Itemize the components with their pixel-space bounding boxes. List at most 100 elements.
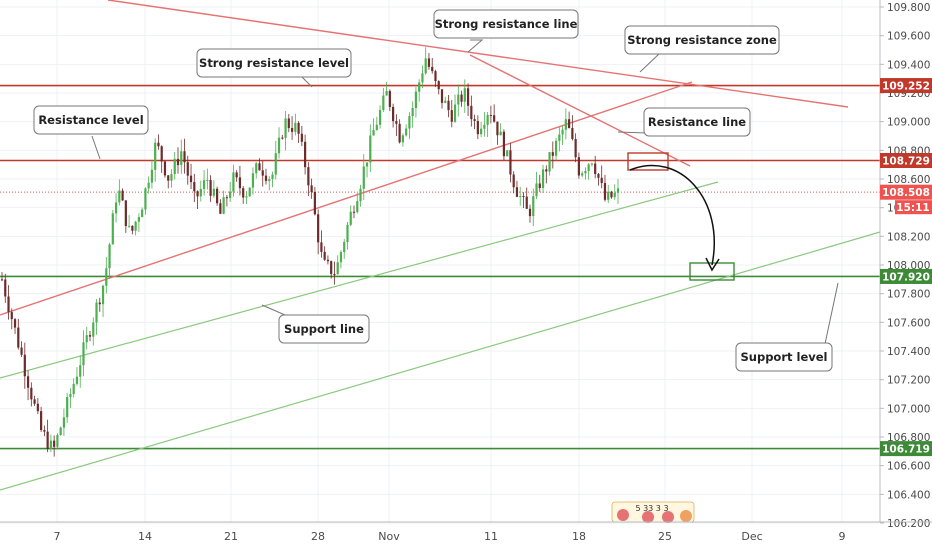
y-tick-label: 107.400 xyxy=(887,346,930,358)
candle-body xyxy=(395,121,398,124)
candle-body xyxy=(463,88,466,102)
candle-body xyxy=(118,190,121,203)
candle-body xyxy=(525,196,528,209)
candle-body xyxy=(545,169,548,172)
candle-body xyxy=(424,58,427,74)
x-tick-label: 21 xyxy=(224,530,238,543)
callout-strong-resistance-level-text: Strong resistance level xyxy=(199,56,349,70)
candle-body xyxy=(493,115,496,122)
candle-body xyxy=(535,183,538,197)
callout-strong-resistance-line[interactable]: Strong resistance line xyxy=(433,9,579,39)
candle-body xyxy=(548,152,551,172)
callout-strong-resistance-level[interactable]: Strong resistance level xyxy=(196,48,352,78)
candle-body xyxy=(392,106,395,122)
candle-body xyxy=(128,225,131,227)
candle-body xyxy=(561,129,564,135)
candle-body xyxy=(346,224,349,243)
candle-body xyxy=(405,128,408,136)
callout-resistance-line[interactable]: Resistance line xyxy=(643,107,751,137)
candle-body xyxy=(512,174,515,188)
candle-body xyxy=(40,411,43,431)
y-tick-label: 106.600 xyxy=(887,461,930,473)
candle-body xyxy=(88,335,92,337)
candle-body xyxy=(144,188,147,210)
candle-body xyxy=(607,191,610,200)
candle-body xyxy=(150,169,154,183)
candle-body xyxy=(95,302,98,323)
svg-text:109.252: 109.252 xyxy=(882,81,930,93)
candle-body xyxy=(480,128,483,135)
candle-body xyxy=(163,161,167,176)
badge-107920: 107.920 xyxy=(880,268,932,284)
candle-body xyxy=(362,166,365,189)
candle-body xyxy=(581,173,584,176)
y-tick-label: 107.800 xyxy=(887,289,930,301)
events-count-text: 5 33 3 3 xyxy=(635,504,668,513)
candle-body xyxy=(375,124,378,131)
candle-body xyxy=(251,173,255,188)
candle-body xyxy=(167,175,170,181)
candle-body xyxy=(418,82,421,92)
event-flag-icon xyxy=(662,511,674,523)
y-tick-label: 107.000 xyxy=(887,403,930,415)
badge-108729: 108.729 xyxy=(880,153,932,169)
support-trendline-upper[interactable] xyxy=(0,181,719,379)
economic-events[interactable]: 5 33 3 3 xyxy=(611,501,695,523)
event-flag-icon xyxy=(680,510,692,522)
candle-body xyxy=(440,89,444,103)
candle-body xyxy=(388,91,391,107)
x-tick-label: 25 xyxy=(658,530,672,543)
strong-resistance-trendline[interactable] xyxy=(107,0,849,108)
candle-body xyxy=(72,383,75,395)
resistance-target-box[interactable] xyxy=(627,152,669,171)
candle-body xyxy=(134,221,137,231)
candle-body xyxy=(255,163,258,174)
callout-support-line[interactable]: Support line xyxy=(278,314,370,344)
callout-resistance-level[interactable]: Resistance level xyxy=(33,105,149,135)
candle-body xyxy=(437,81,440,90)
callout-support-level-text: Support level xyxy=(741,350,828,364)
candle-body xyxy=(219,203,222,214)
candle-body xyxy=(506,150,509,157)
candle-body xyxy=(522,195,525,197)
callout-support-level[interactable]: Support level xyxy=(735,342,833,372)
candle-body xyxy=(92,322,95,337)
candle-body xyxy=(434,71,437,82)
candle-body xyxy=(323,251,326,260)
candle-body xyxy=(574,139,577,158)
event-flag-icon xyxy=(617,509,629,521)
candle-body xyxy=(401,135,404,143)
callout-strong-resistance-zone[interactable]: Strong resistance zone xyxy=(624,25,780,55)
candle-body xyxy=(13,319,17,328)
candle-body xyxy=(532,196,535,217)
candle-body xyxy=(160,146,163,162)
resistance-trendline[interactable] xyxy=(469,54,691,167)
candle-body xyxy=(212,188,215,196)
y-tick-label: 106.800 xyxy=(887,432,930,444)
candle-body xyxy=(597,174,600,178)
candle-body xyxy=(235,172,238,178)
candle-body xyxy=(242,188,245,198)
candle-body xyxy=(304,141,307,168)
candle-body xyxy=(225,197,228,199)
candle-body xyxy=(17,327,20,348)
candle-body xyxy=(333,274,336,276)
candle-body xyxy=(473,119,476,122)
candle-body xyxy=(26,376,30,388)
candle-body xyxy=(20,347,23,355)
candle-body xyxy=(343,242,346,253)
price-axis[interactable]: 106.200 106.400 106.600 106.800 107.000 107.2… xyxy=(880,2,930,530)
candle-body xyxy=(137,217,140,222)
candle-body xyxy=(196,191,199,197)
time-axis[interactable]: 7 14 21 28 Nov 11 18 25 Dec 9 xyxy=(54,530,846,543)
horizontal-levels xyxy=(0,84,880,450)
candle-body xyxy=(193,182,196,192)
candle-body xyxy=(502,131,506,157)
rising-resistance-trendline[interactable] xyxy=(0,81,693,316)
candle-body xyxy=(378,110,382,125)
candle-body xyxy=(101,285,105,305)
candle-body xyxy=(499,131,502,136)
x-tick-label: Nov xyxy=(378,530,400,543)
y-tick-label: 107.200 xyxy=(887,375,930,387)
